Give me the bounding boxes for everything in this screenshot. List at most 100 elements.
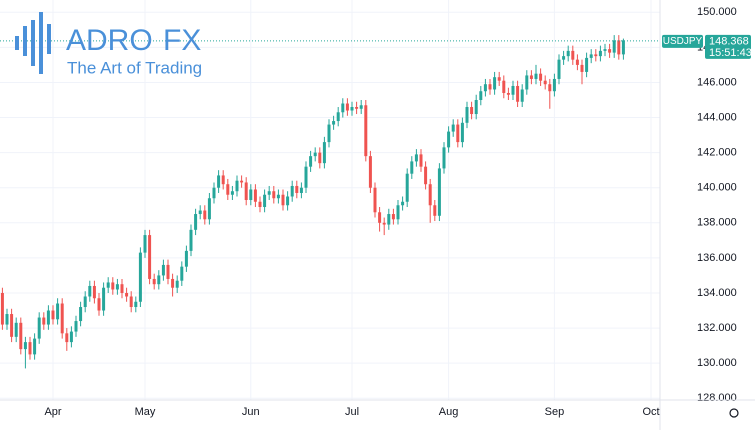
candle-body	[212, 187, 216, 199]
candle-body	[502, 80, 506, 93]
candle-body	[598, 50, 602, 57]
candle-body	[470, 107, 474, 115]
candle-body	[74, 321, 78, 332]
candle-body	[125, 292, 129, 297]
candle-body	[612, 40, 616, 53]
candle-body	[552, 78, 556, 92]
symbol-badge	[662, 34, 703, 48]
candle-body	[493, 77, 497, 90]
candle-body	[474, 100, 478, 115]
candle-body	[184, 250, 188, 267]
candle-body	[451, 124, 455, 132]
candle-body	[290, 185, 294, 197]
candle-body	[557, 59, 561, 79]
candle-body	[603, 49, 607, 51]
candle-body	[60, 303, 64, 334]
candle-body	[447, 131, 451, 148]
candle-body	[442, 147, 446, 169]
candle-body	[69, 331, 73, 343]
candle-body	[111, 282, 115, 290]
candle-body	[419, 154, 423, 167]
candle-body	[525, 75, 529, 90]
candle-body	[230, 191, 234, 195]
candle-body	[217, 175, 221, 188]
candle-body	[203, 210, 207, 220]
candle-body	[460, 122, 464, 143]
candle-body	[276, 194, 280, 199]
candle-body	[506, 92, 510, 95]
logo: ADRO FX The Art of Trading	[15, 12, 202, 77]
candle-body	[318, 152, 322, 164]
x-tick-label: Jul	[345, 406, 359, 418]
x-tick-label: May	[135, 406, 156, 418]
candle-body	[263, 194, 267, 208]
logo-name: ADRO	[66, 24, 153, 57]
x-tick-label: Jun	[242, 406, 260, 418]
candle-body	[589, 54, 593, 58]
logo-bar	[47, 24, 51, 54]
y-tick-label: 134.000	[697, 287, 737, 299]
candle-body	[433, 205, 437, 216]
candle-body	[221, 175, 225, 185]
candle-body	[608, 49, 612, 53]
candle-body	[391, 214, 395, 220]
candle-body	[166, 264, 170, 279]
candle-body	[332, 121, 336, 125]
candle-body	[189, 229, 193, 251]
candle-body	[585, 57, 589, 72]
candle-body	[396, 205, 400, 220]
candle-body	[548, 84, 552, 92]
candle-body	[10, 314, 14, 337]
candle-body	[65, 333, 69, 343]
candle-body	[299, 187, 303, 193]
candle-body	[23, 342, 27, 350]
price-badge	[705, 34, 751, 59]
candle-body	[0, 292, 4, 325]
candle-body	[240, 180, 244, 183]
candle-body	[410, 161, 414, 174]
candle-body	[249, 189, 253, 200]
y-tick-label: 138.000	[697, 217, 737, 229]
candle-body	[511, 85, 515, 95]
candle-body	[267, 191, 271, 195]
candle-body	[286, 196, 290, 206]
candle-body	[465, 107, 469, 123]
candle-body	[355, 107, 359, 109]
logo-bar	[31, 20, 35, 66]
candle-body	[33, 338, 37, 355]
candle-body	[543, 80, 547, 85]
candle-body	[152, 278, 156, 285]
logo-accent: FX	[163, 24, 201, 57]
candle-body	[575, 59, 579, 65]
candle-body	[56, 303, 60, 320]
y-tick-label: 144.000	[697, 111, 737, 123]
y-tick-label: 136.000	[697, 252, 737, 264]
candle-body	[359, 105, 363, 109]
candle-body	[483, 84, 487, 92]
candle-body	[336, 112, 340, 122]
candle-body	[138, 252, 142, 302]
candle-body	[378, 212, 382, 223]
candle-body	[102, 287, 106, 311]
candle-body	[405, 173, 409, 202]
y-tick-label: 140.000	[697, 182, 737, 194]
candle-body	[571, 50, 575, 60]
candle-body	[120, 284, 124, 293]
last-price-label: 148.368	[709, 35, 749, 47]
candle-body	[42, 317, 46, 325]
candle-body	[539, 73, 543, 81]
candle-body	[368, 156, 372, 188]
candle-body	[115, 284, 119, 290]
candle-body	[28, 342, 32, 355]
candle-body	[364, 105, 368, 157]
x-tick-label: Sep	[545, 406, 565, 418]
logo-bar	[23, 26, 27, 56]
candle-body	[175, 280, 179, 288]
candle-body	[322, 142, 326, 164]
candle-body	[83, 296, 87, 308]
logo-tagline: The Art of Trading	[67, 58, 202, 77]
candle-body	[253, 189, 257, 202]
candle-body	[272, 191, 276, 199]
candle-body	[520, 89, 524, 102]
candle-body	[157, 275, 161, 285]
